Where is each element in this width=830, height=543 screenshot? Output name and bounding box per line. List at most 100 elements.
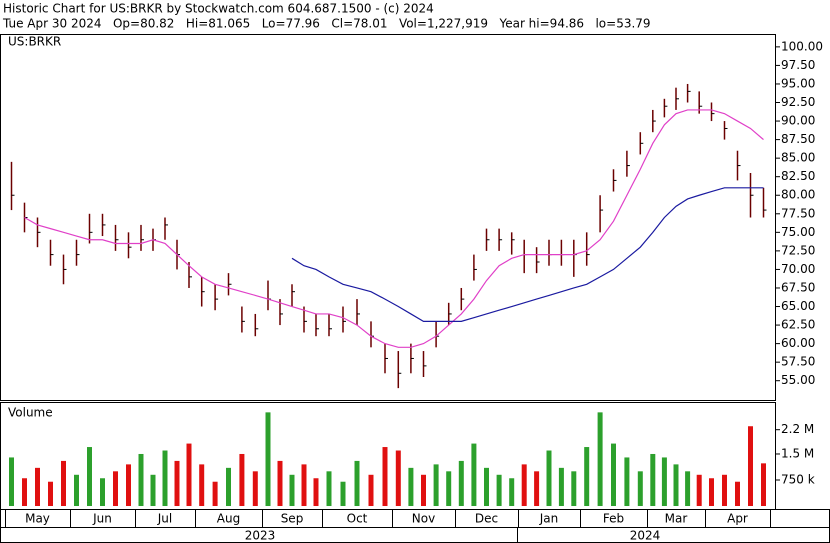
volume-bar — [252, 471, 258, 506]
x-tick-label: Dec — [475, 512, 498, 526]
volume-bar — [326, 471, 332, 506]
volume-bar — [74, 474, 79, 506]
moving-average-line — [291, 187, 764, 322]
header-line2: Tue Apr 30 2024 Op=80.82 Hi=81.065 Lo=77… — [2, 17, 651, 31]
y-tick-label: 82.50 — [781, 169, 815, 183]
y-tick-label: 60.00 — [781, 336, 815, 350]
year-label: 2024 — [630, 529, 661, 543]
moving-average-line — [24, 109, 764, 348]
volume-bar — [354, 460, 360, 506]
y-tick-label: 62.50 — [781, 318, 815, 332]
volume-bar — [199, 464, 205, 506]
volume-bar — [113, 471, 118, 506]
volume-bar — [9, 457, 14, 506]
y-tick-label: 72.50 — [781, 243, 815, 257]
y-tick-label: 97.50 — [781, 58, 815, 72]
volume-bar — [761, 463, 766, 506]
year-label: 2023 — [245, 529, 276, 543]
volume-bar — [496, 474, 502, 506]
volume-bar — [650, 453, 656, 506]
volume-bar — [611, 443, 616, 506]
volume-bar — [226, 467, 231, 506]
y-tick-label: 87.50 — [781, 132, 815, 146]
y-tick-label: 95.00 — [781, 76, 815, 90]
volume-bar — [382, 447, 388, 506]
volume-bar — [239, 453, 245, 506]
volume-bar — [509, 478, 515, 506]
volume-bar — [597, 412, 603, 506]
symbol-label: US:BRKR — [8, 35, 61, 49]
volume-bar — [265, 412, 271, 506]
x-tick-label: Apr — [727, 512, 748, 526]
volume-label: Volume — [8, 406, 53, 420]
volume-bar — [534, 471, 540, 506]
volume-bar — [709, 478, 714, 506]
volume-bar — [395, 450, 401, 506]
volume-bar — [162, 450, 168, 506]
x-tick-label: Sep — [281, 512, 304, 526]
y-tick-label: 55.00 — [781, 373, 815, 387]
y-tick-label: 77.50 — [781, 206, 815, 220]
volume-bar — [35, 467, 40, 506]
y-tick-label: 100.00 — [781, 39, 823, 53]
volume-bar — [661, 457, 667, 506]
volume-bar — [150, 474, 156, 506]
x-tick-label: Jul — [157, 512, 172, 526]
x-tick-label: Mar — [665, 512, 688, 526]
x-tick-label: Oct — [347, 512, 368, 526]
y-tick-label: 80.00 — [781, 188, 815, 202]
volume-bar — [289, 474, 295, 506]
volume-bar — [571, 471, 577, 506]
x-tick-label: Jun — [92, 512, 112, 526]
volume-bar — [433, 464, 439, 506]
volume-bar — [748, 426, 753, 506]
volume-bar — [471, 443, 477, 506]
volume-bar — [313, 478, 319, 506]
volume-bar — [521, 464, 527, 506]
volume-bar — [301, 464, 307, 506]
y-tick-label: 750 k — [781, 472, 815, 486]
y-tick-label: 57.50 — [781, 355, 815, 369]
volume-bar — [546, 450, 552, 506]
volume-bar — [446, 471, 452, 506]
volume-bar — [673, 464, 679, 506]
volume-bar — [61, 460, 66, 506]
volume-bar — [212, 481, 218, 506]
y-tick-label: 1.5 M — [781, 446, 814, 460]
x-tick-label: Jan — [539, 512, 559, 526]
volume-bar — [22, 478, 27, 506]
volume-bar — [408, 467, 414, 506]
y-tick-label: 92.50 — [781, 95, 815, 109]
volume-bar — [696, 474, 702, 506]
volume-bar — [48, 481, 53, 506]
volume-bar — [277, 460, 283, 506]
x-tick-label: May — [25, 512, 50, 526]
y-tick-label: 75.00 — [781, 225, 815, 239]
volume-bar — [735, 481, 740, 506]
volume-bar — [186, 443, 192, 506]
volume-bar — [126, 464, 131, 506]
header-line1: Historic Chart for US:BRKR by Stockwatch… — [3, 2, 434, 16]
y-tick-label: 90.00 — [781, 114, 815, 128]
x-tick-label: Feb — [603, 512, 624, 526]
volume-bar — [421, 474, 426, 506]
y-tick-label: 2.2 M — [781, 422, 814, 436]
y-tick-label: 67.50 — [781, 280, 815, 294]
price-panel — [0, 34, 776, 401]
volume-bar — [87, 447, 92, 506]
volume-bar — [624, 457, 630, 506]
volume-bar — [637, 471, 643, 506]
volume-bar — [100, 478, 105, 506]
volume-bar — [558, 467, 564, 506]
volume-bar — [484, 467, 489, 506]
volume-bar — [722, 474, 727, 506]
x-tick-label: Aug — [217, 512, 240, 526]
volume-bar — [138, 453, 144, 506]
y-tick-label: 65.00 — [781, 299, 815, 313]
volume-bar — [340, 481, 346, 506]
volume-bar — [174, 460, 180, 506]
x-tick-label: Nov — [412, 512, 435, 526]
y-tick-label: 70.00 — [781, 262, 815, 276]
